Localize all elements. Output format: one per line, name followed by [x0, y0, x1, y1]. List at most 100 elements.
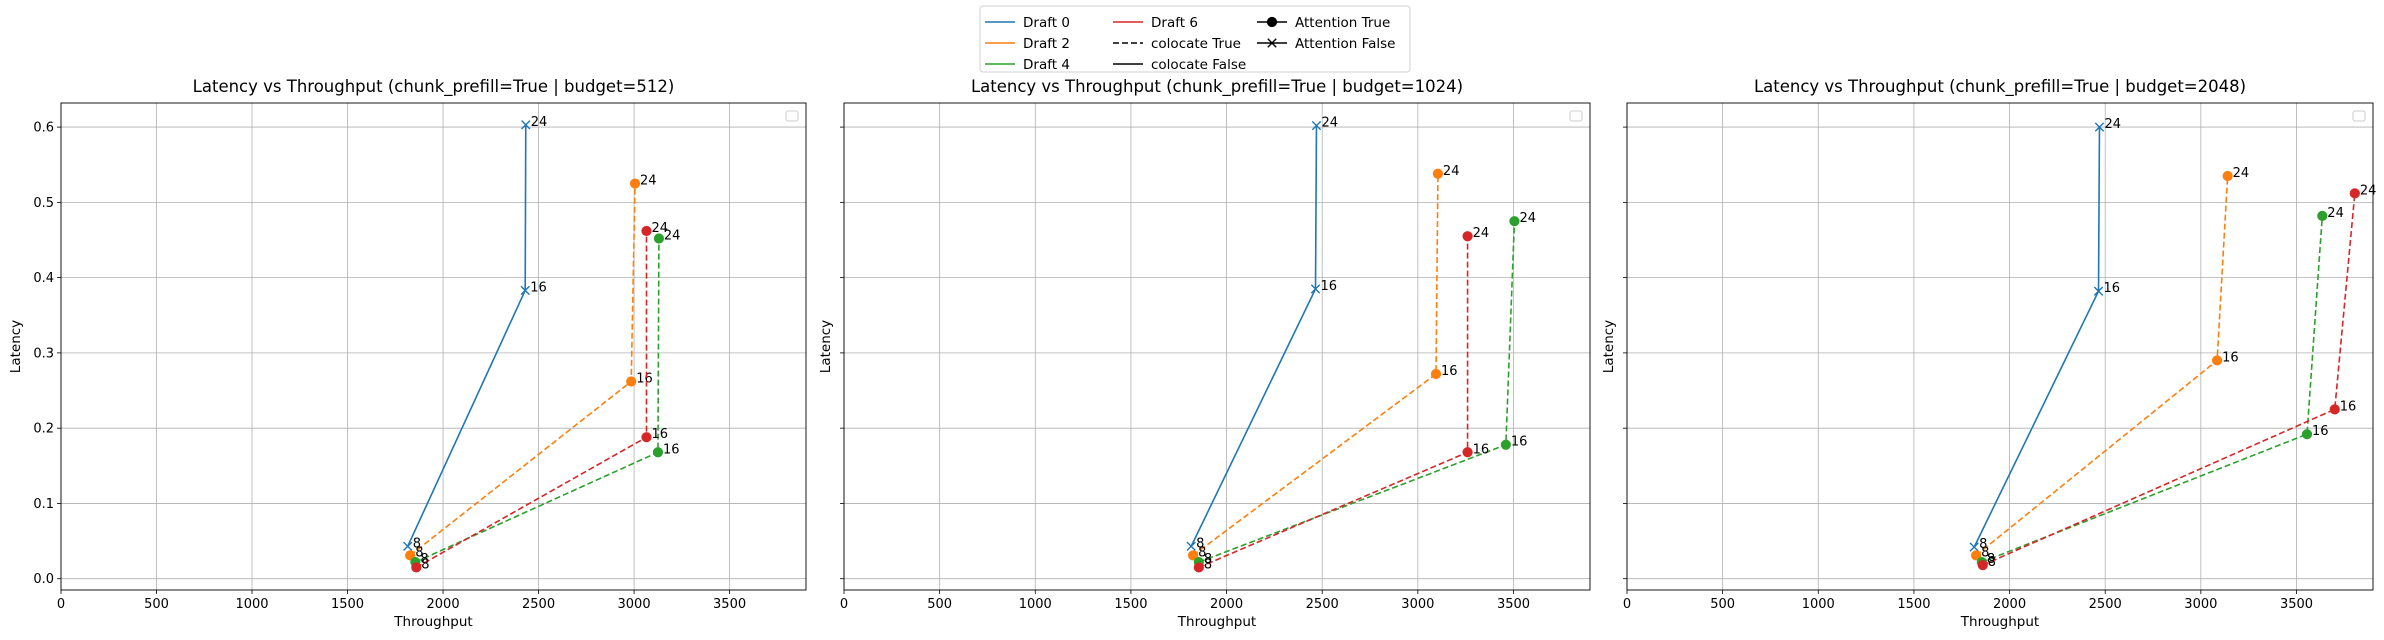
- series-draft-0: 8 16 24: [403, 115, 547, 552]
- legend-item-colocate-false: colocate False: [1113, 57, 1246, 73]
- legend-label: colocate True: [1151, 36, 1241, 52]
- point-label: 24: [640, 174, 657, 189]
- series-draft-6: 8 16 24: [1193, 226, 1490, 573]
- chart-title: Latency vs Throughput (chunk_prefill=Tru…: [193, 77, 675, 97]
- x-tick-label: 2500: [1306, 597, 1339, 612]
- data-point: [403, 541, 413, 552]
- point-label: 24: [1519, 211, 1536, 226]
- y-tick-label: 0.2: [33, 422, 54, 437]
- chart-panel-2: 0 500 1000 1500 2000 2500 3000 3500 8 16 24 8 16 24 8 1…: [818, 77, 1591, 630]
- point-label: 16: [1441, 364, 1458, 379]
- point-label: 16: [530, 280, 547, 295]
- legend-label: colocate False: [1151, 57, 1246, 73]
- x-tick-label: 500: [144, 597, 169, 612]
- y-tick-label: 0.4: [33, 271, 54, 286]
- point-label: 24: [664, 228, 681, 243]
- point-label: 24: [651, 221, 668, 236]
- data-point: [2222, 170, 2233, 182]
- grid-lines: [60, 103, 806, 590]
- legend-marker: [1266, 16, 1278, 28]
- data-point: [520, 285, 530, 296]
- point-label: 16: [663, 442, 680, 457]
- x-tick-label: 3000: [618, 597, 651, 612]
- series-line: [1981, 215, 2324, 563]
- x-tick-label: 3000: [1401, 597, 1434, 612]
- x-tick-label: 2000: [427, 597, 460, 612]
- axes-frame: [1626, 102, 2374, 591]
- x-tick-label: 3500: [2280, 597, 2313, 612]
- point-label: 24: [2104, 117, 2121, 132]
- data-point: [1193, 562, 1204, 573]
- legend-label: Draft 6: [1151, 15, 1198, 31]
- data-point: [2093, 286, 2104, 296]
- data-point: [1186, 541, 1196, 552]
- point-label: 8: [1204, 552, 1212, 567]
- data-point: [1311, 120, 1322, 131]
- point-label: 8: [413, 536, 421, 551]
- point-label: 24: [1321, 116, 1338, 131]
- point-label: 24: [1473, 226, 1490, 241]
- x-tick-label: 3500: [1497, 597, 1530, 612]
- point-label: 8: [420, 552, 428, 567]
- data-point: [1432, 168, 1444, 179]
- x-tick-label: 500: [927, 597, 952, 612]
- data-point: [2349, 188, 2360, 199]
- data-point: [1977, 560, 1988, 571]
- chart-panels: 0 500 1000 1500 2000 2500 3000 3500 0.0 0.1 0.2 0.3…: [8, 77, 2376, 630]
- series-draft-2: 8 16 24: [405, 174, 657, 561]
- x-axis-label: Throughput: [1177, 614, 1256, 630]
- legend-label: Draft 0: [1023, 15, 1070, 31]
- x-tick-label: 1000: [1019, 597, 1052, 612]
- x-tick-label: 2000: [1993, 597, 2026, 612]
- data-point: [652, 447, 664, 458]
- series-line: [1982, 193, 2356, 566]
- x-tick-label: 2000: [1210, 597, 1243, 612]
- y-tick-label: 0.5: [33, 196, 54, 211]
- data-point: [1462, 231, 1473, 242]
- x-axis-label: Throughput: [393, 614, 472, 630]
- data-point: [641, 225, 652, 237]
- x-tick-label: 1500: [1114, 597, 1147, 612]
- empty-legend-box: [785, 110, 799, 122]
- data-point: [641, 432, 652, 443]
- point-label: 8: [1981, 545, 1989, 560]
- x-tick-label: 3500: [713, 597, 746, 612]
- data-point: [653, 233, 665, 244]
- point-label: 8: [1979, 537, 1987, 552]
- legend-marker: [1267, 38, 1277, 48]
- point-label: 16: [1511, 435, 1528, 450]
- data-point: [1969, 542, 1979, 552]
- point-label: 8: [415, 545, 423, 560]
- point-label: 24: [2233, 166, 2250, 181]
- point-label: 8: [421, 557, 429, 572]
- y-tick-label: 0.3: [33, 346, 54, 361]
- x-tick-label: 2500: [522, 597, 555, 612]
- chart-panel-3: 0 500 1000 1500 2000 2500 3000 3500 8 16 24 8 16 24 8 1…: [1601, 77, 2376, 630]
- legend-label: Attention True: [1295, 15, 1390, 31]
- point-label: 16: [1321, 279, 1338, 294]
- point-label: 8: [1204, 557, 1212, 572]
- data-point: [521, 120, 531, 130]
- y-axis-label: Latency: [8, 320, 24, 373]
- data-point: [2329, 404, 2340, 415]
- data-point: [2317, 210, 2328, 222]
- y-axis-label: Latency: [1601, 320, 1617, 373]
- x-tick-label: 1500: [331, 597, 364, 612]
- point-label: 24: [2327, 206, 2344, 221]
- series-draft-0: 8 16 24: [1186, 116, 1338, 552]
- legend-item-draft-6: Draft 6: [1113, 15, 1198, 31]
- figure-legend: Draft 0 Draft 2 Draft 4 Draft 6 colocate Tru…: [979, 5, 1411, 73]
- data-point: [629, 178, 641, 189]
- axes-frame: [843, 102, 1591, 591]
- x-tick-label: 0: [840, 597, 848, 612]
- y-axis-label: Latency: [818, 320, 834, 373]
- legend-item-attention-true: Attention True: [1257, 15, 1390, 31]
- grid-lines: [1626, 103, 2373, 590]
- axes-frame: [60, 102, 807, 591]
- point-label: 16: [2104, 281, 2121, 296]
- point-label: 8: [1987, 552, 1995, 567]
- data-point: [626, 376, 637, 387]
- series-draft-6: 8 16 24: [1977, 183, 2376, 571]
